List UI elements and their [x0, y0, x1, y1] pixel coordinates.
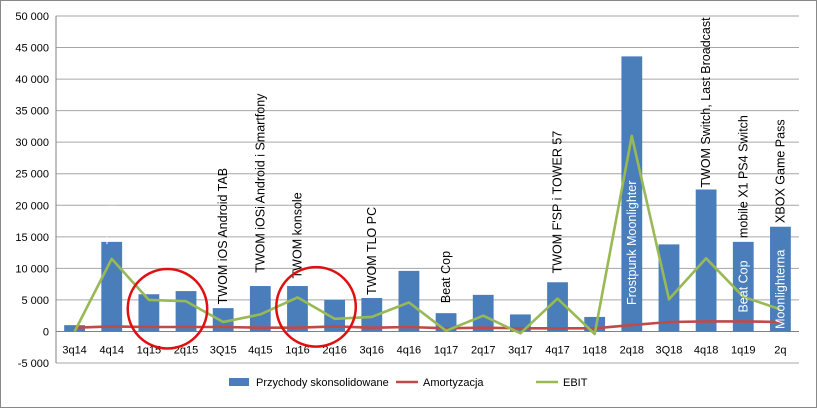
highlight-circle [275, 265, 358, 348]
series-line-2 [73, 134, 781, 336]
x-tick-label: 4q15 [248, 344, 272, 356]
x-tick-label: 1q17 [434, 344, 458, 356]
bar [770, 226, 791, 332]
bar-annotation: TWOM F'SP i TOWER 57 [551, 131, 565, 274]
x-tick-label: 4q18 [694, 344, 718, 356]
bar [695, 189, 717, 332]
x-tick-label: 2q17 [471, 344, 495, 356]
bar-annotation: XBOX Game Pass [773, 119, 787, 223]
bar [621, 56, 643, 332]
x-tick-label: 3q16 [360, 344, 384, 356]
legend-label: Przychody skonsolidowane [256, 377, 389, 389]
x-tick-label: 3q14 [62, 344, 86, 356]
bar [472, 294, 494, 332]
y-tick-label: 45 000 [15, 43, 49, 55]
bar [212, 308, 234, 332]
x-tick-label: 3Q18 [656, 344, 683, 356]
x-tick-label: 4q14 [99, 344, 123, 356]
bar [324, 299, 346, 332]
x-tick-label: 2q [774, 344, 786, 356]
y-tick-label: 50 000 [15, 11, 49, 23]
y-tick-label: 0 [43, 326, 49, 338]
bar-annotation: TWOM iOS Android TAB [216, 168, 230, 304]
x-tick-label: 4q17 [545, 344, 569, 356]
bar-annotation: Moonlighterna [773, 250, 787, 329]
x-tick-label: 2q16 [322, 344, 346, 356]
y-tick-label: 20 000 [15, 200, 49, 212]
y-tick-label: 25 000 [15, 169, 49, 181]
highlight-circle [126, 267, 209, 350]
bar [732, 241, 754, 332]
x-tick-label: 1q19 [731, 344, 755, 356]
bar-annotation: mobile X1 PS4 Switch [736, 115, 750, 238]
y-tick-label: 5 000 [21, 295, 49, 307]
x-tick-label: 1q18 [582, 344, 606, 356]
series-line-1 [74, 320, 781, 330]
bar [361, 298, 383, 332]
bar-annotation: TWOM TLO PC [365, 207, 379, 295]
legend-swatch [229, 378, 249, 386]
bar-annotation: TWOM Switch, Last Broadcast [699, 17, 713, 188]
bar [101, 241, 123, 332]
x-tick-label: 3Q15 [210, 344, 237, 356]
bar [249, 286, 271, 332]
bar [175, 291, 197, 332]
bar [547, 282, 568, 332]
bar [658, 244, 680, 332]
x-tick-label: 2q18 [620, 344, 644, 356]
bar-annotation: TWOM iOSi Android i Smartfony [253, 93, 267, 273]
y-tick-label: 10 000 [15, 263, 49, 275]
legend-label: Amortyzacja [423, 377, 484, 389]
x-tick-label: 1q16 [285, 344, 309, 356]
legend-label: EBIT [563, 377, 588, 389]
x-tick-label: 4q16 [397, 344, 421, 356]
y-tick-label: 40 000 [15, 74, 49, 86]
bar [64, 325, 85, 332]
y-tick-label: 15 000 [15, 232, 49, 244]
bar-annotation: Beat Cop [736, 260, 750, 312]
y-tick-label: 35 000 [15, 106, 49, 118]
bar [287, 286, 308, 332]
y-tick-label: -5 000 [18, 358, 49, 370]
bar [138, 294, 160, 332]
bar-annotation: Frostpunk Moonlighter [625, 181, 639, 305]
x-tick-label: 3q17 [508, 344, 532, 356]
bar-annotation: TWOM PC [105, 184, 119, 244]
bar-annotation: TWOM konsole [290, 192, 304, 278]
bar-annotation: Beat Cop [439, 251, 453, 303]
y-tick-label: 30 000 [15, 137, 49, 149]
